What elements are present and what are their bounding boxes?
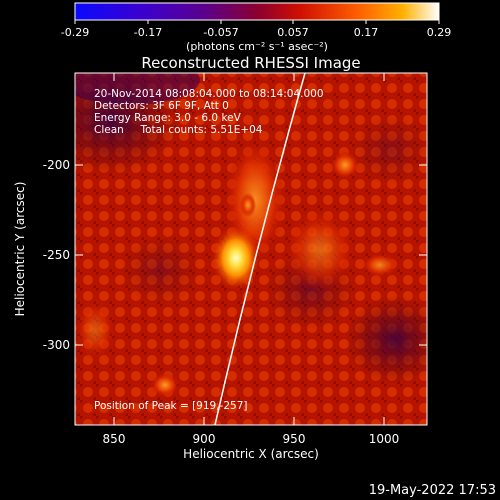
- x-tick-label: 1000: [369, 432, 400, 446]
- footer-timestamp: 19-May-2022 17:53: [369, 483, 496, 498]
- flare-source: [212, 226, 260, 290]
- y-tick-label: -300: [43, 338, 70, 352]
- x-tick-label: 900: [193, 432, 216, 446]
- info-line: 20-Nov-2014 08:08:04.000 to 08:14:04.000: [94, 88, 324, 100]
- colorbar-tick-label: 0.057: [277, 26, 309, 39]
- colorbar-tick-label: -0.057: [203, 26, 238, 39]
- info-line: Clean Total counts: 5.51E+04: [94, 124, 263, 136]
- x-axis-ticks: [113, 73, 385, 425]
- colorbar-tick-label: 0.29: [427, 26, 452, 39]
- y-tick-label: -200: [43, 158, 70, 172]
- rhessi-image: [75, 73, 427, 425]
- colorbar-unit-label: (photons cm⁻² s⁻¹ asec⁻²): [186, 40, 328, 53]
- y-axis-label: Heliocentric Y (arcsec): [13, 182, 27, 317]
- x-axis-label: Heliocentric X (arcsec): [183, 447, 319, 461]
- info-line: Energy Range: 3.0 - 6.0 keV: [94, 112, 242, 124]
- colorbar-tick-label: 0.17: [354, 26, 379, 39]
- y-tick-label: -250: [43, 248, 70, 262]
- plot-title: Reconstructed RHESSI Image: [141, 54, 360, 72]
- solar-limb: [214, 73, 306, 425]
- peak-position-label: Position of Peak = [919,-257]: [94, 400, 248, 412]
- colorbar-tick-label: -0.17: [134, 26, 162, 39]
- info-line: Detectors: 3F 6F 9F, Att 0: [94, 100, 229, 112]
- colorbar-ticks: [74, 20, 440, 24]
- colorbar-tick-label: -0.29: [61, 26, 89, 39]
- x-tick-label: 950: [283, 432, 306, 446]
- plot-frame: [74, 72, 428, 426]
- y-axis-ticks: [75, 164, 427, 346]
- colorbar: [74, 2, 440, 21]
- x-tick-label: 850: [103, 432, 126, 446]
